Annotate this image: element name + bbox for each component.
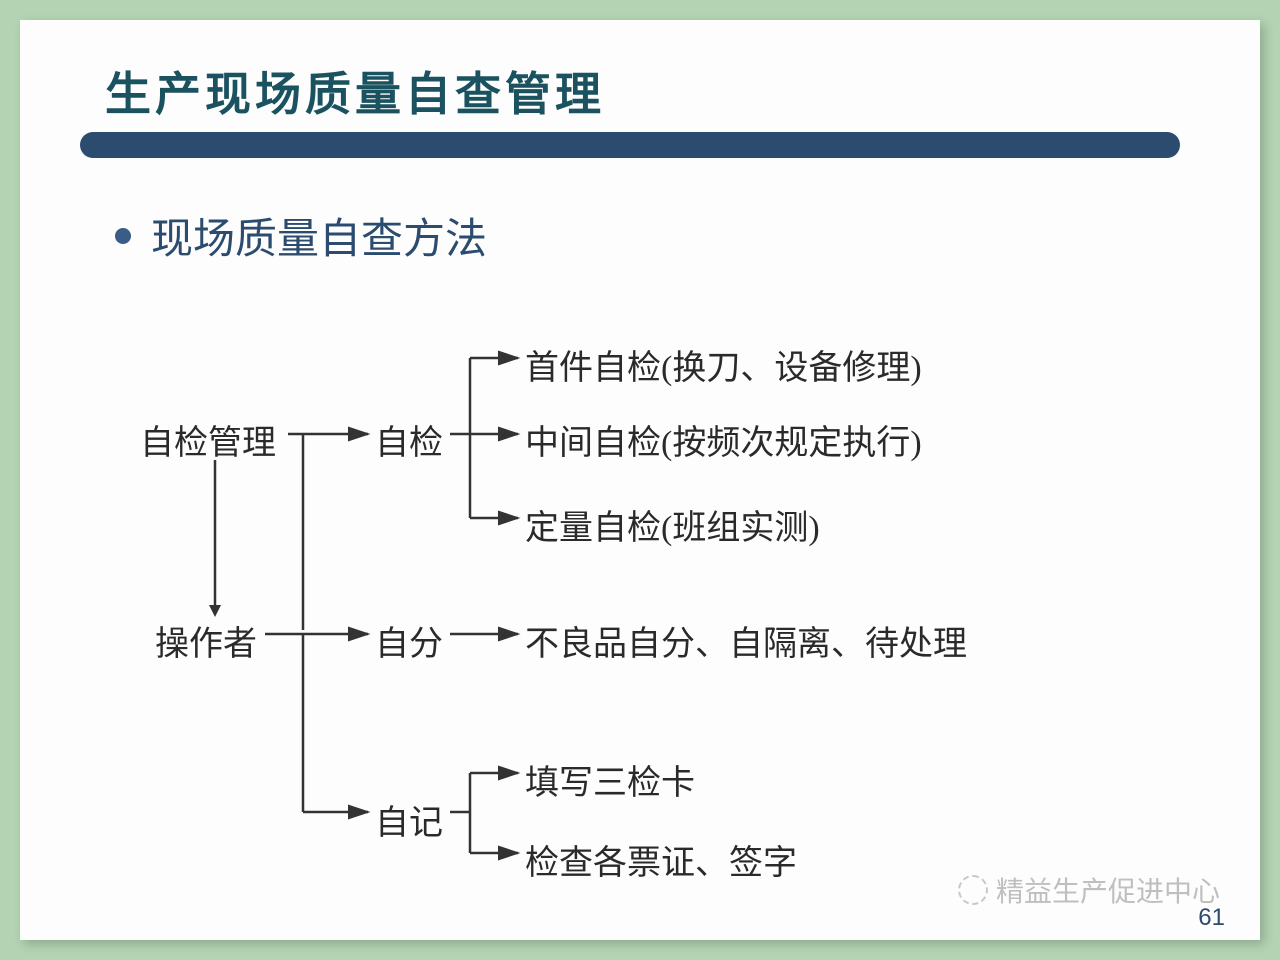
watermark-text: 精益生产促进中心 — [996, 870, 1220, 910]
watermark: 精益生产促进中心 — [958, 870, 1220, 910]
node-n10: 填写三检卡 — [525, 755, 695, 804]
flow-diagram: 自检管理操作者 自检自分自记 首件自检(换刀、设备修理) 中间自检(按频次规定执行) 定… — [20, 20, 1260, 940]
node-n4: 自分 — [375, 616, 443, 665]
node-n2: 操作者 — [155, 616, 257, 665]
node-n3: 自检 — [375, 415, 443, 464]
node-n1: 自检管理 — [140, 415, 276, 464]
node-n11: 检查各票证、签字 — [525, 835, 797, 884]
page-number: 61 — [1198, 904, 1225, 932]
node-n7: 中间自检(按频次规定执行) — [525, 415, 922, 464]
slide: 生产现场质量自查管理 现场质量自查方法 自检管理操作者自检自分自记首件自检(换刀… — [20, 20, 1260, 940]
node-n5: 自记 — [375, 795, 443, 844]
node-n6: 首件自检(换刀、设备修理) — [525, 340, 922, 389]
watermark-icon — [958, 875, 988, 905]
node-n9: 不良品自分、自隔离、待处理 — [525, 616, 967, 665]
node-n8: 定量自检(班组实测) — [525, 500, 820, 549]
